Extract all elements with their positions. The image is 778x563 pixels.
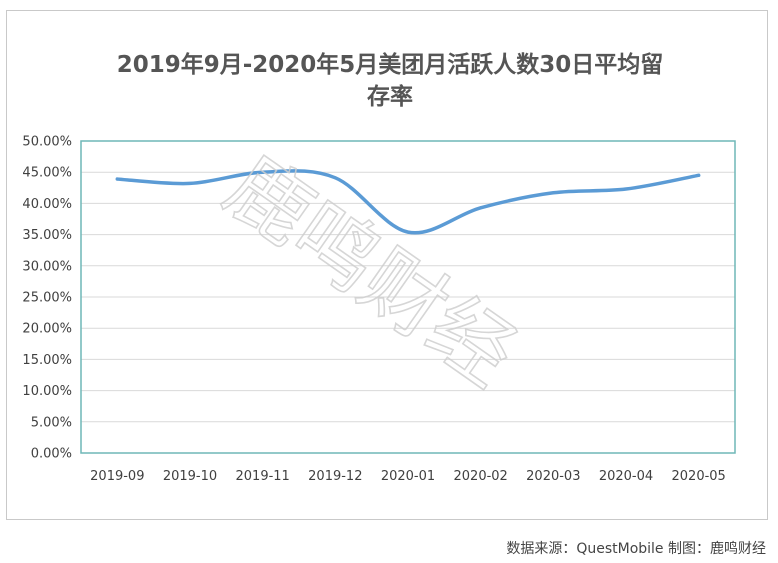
x-tick-label: 2019-10 xyxy=(163,469,217,484)
data-point xyxy=(551,191,555,195)
y-tick-label: 35.00% xyxy=(22,228,72,243)
data-point xyxy=(261,170,265,174)
y-tick-label: 30.00% xyxy=(22,259,72,274)
x-axis-ticks: 2019-09 2019-10 2019-11 2019-12 2020-01 2020-… xyxy=(90,469,726,484)
chart-title-line1: 2019年9月-2020年5月美团月活跃人数30日平均留 xyxy=(117,51,664,78)
x-tick-label: 2020-03 xyxy=(526,469,580,484)
x-tick-label: 2020-02 xyxy=(454,469,508,484)
data-point xyxy=(188,181,192,185)
y-tick-label: 5.00% xyxy=(31,415,72,430)
chart-title-line2: 存率 xyxy=(367,83,413,110)
series-line-retention xyxy=(115,169,701,235)
data-point xyxy=(479,206,483,210)
x-tick-label: 2020-05 xyxy=(672,469,726,484)
gridlines xyxy=(81,171,735,423)
y-tick-label: 10.00% xyxy=(22,384,72,399)
plot-area-border xyxy=(80,140,736,454)
y-tick-label: 40.00% xyxy=(22,197,72,212)
y-tick-label: 20.00% xyxy=(22,322,72,337)
data-points xyxy=(115,170,701,234)
data-point xyxy=(115,177,119,181)
chart-frame xyxy=(6,10,768,520)
y-tick-label: 45.00% xyxy=(22,166,72,181)
data-point xyxy=(333,176,337,180)
watermark-text: 鹿鸣财经 xyxy=(209,139,532,405)
data-point xyxy=(697,173,701,177)
y-tick-label: 50.00% xyxy=(22,135,72,150)
data-point xyxy=(406,230,410,234)
x-tick-label: 2019-09 xyxy=(90,469,144,484)
source-note: 数据来源：QuestMobile 制图：鹿鸣财经 xyxy=(506,541,766,557)
x-tick-label: 2019-11 xyxy=(236,469,290,484)
y-tick-label: 0.00% xyxy=(31,447,72,462)
data-point xyxy=(624,187,628,191)
y-axis-ticks: 0.00% 5.00% 10.00% 15.00% 20.00% 25.00% 30.00%… xyxy=(22,135,72,462)
y-tick-label: 25.00% xyxy=(22,291,72,306)
y-tick-label: 15.00% xyxy=(22,353,72,368)
x-tick-label: 2020-01 xyxy=(381,469,435,484)
x-tick-label: 2020-04 xyxy=(599,469,653,484)
x-tick-label: 2019-12 xyxy=(308,469,362,484)
